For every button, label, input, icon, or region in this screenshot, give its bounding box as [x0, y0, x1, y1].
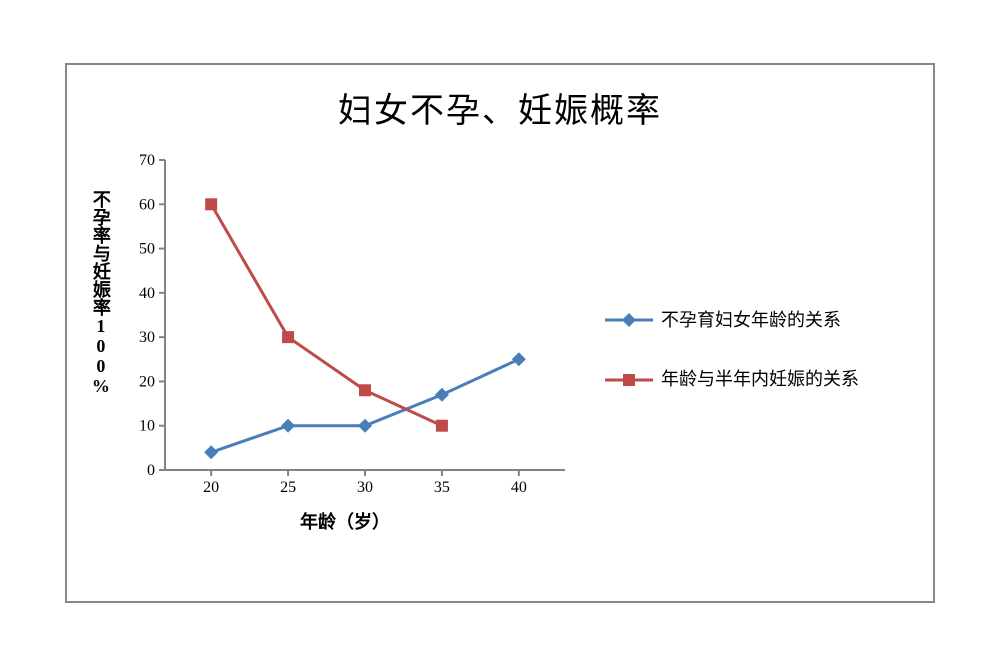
svg-text:30: 30	[139, 329, 155, 346]
svg-text:60: 60	[139, 196, 155, 213]
svg-text:0: 0	[147, 462, 155, 479]
svg-text:35: 35	[434, 479, 450, 496]
plot-area: 0 10 20 30 40 50 60 70 20 25 30 35 40	[115, 150, 575, 500]
chart-frame: 妇女不孕、妊娠概率 不孕率与妊娠率100% 0 10 20 30 40 50 60 70 20 2…	[65, 63, 935, 603]
svg-text:30: 30	[357, 479, 373, 496]
x-axis-label: 年龄（岁）	[115, 508, 575, 534]
legend-item-1: 年龄与半年内妊娠的关系	[605, 368, 915, 391]
chart-body: 不孕率与妊娠率100% 0 10 20 30 40 50 60 70 20 25 30 35 40 年龄…	[85, 150, 915, 550]
plot-column: 0 10 20 30 40 50 60 70 20 25 30 35 40 年龄（岁）	[115, 150, 575, 550]
svg-text:40: 40	[139, 285, 155, 302]
svg-text:25: 25	[280, 479, 296, 496]
svg-text:10: 10	[139, 418, 155, 435]
legend-text-1: 年龄与半年内妊娠的关系	[661, 368, 859, 391]
svg-text:20: 20	[203, 479, 219, 496]
legend-swatch-1	[605, 369, 653, 391]
svg-text:70: 70	[139, 152, 155, 169]
y-axis-label-column: 不孕率与妊娠率100%	[85, 150, 115, 550]
y-axis-label: 不孕率与妊娠率100%	[90, 190, 110, 396]
legend-text-0: 不孕育妇女年龄的关系	[661, 309, 841, 332]
legend-swatch-0	[605, 309, 653, 331]
svg-text:40: 40	[511, 479, 527, 496]
svg-text:50: 50	[139, 241, 155, 258]
chart-title: 妇女不孕、妊娠概率	[85, 83, 915, 132]
legend-item-0: 不孕育妇女年龄的关系	[605, 309, 915, 332]
legend: 不孕育妇女年龄的关系 年龄与半年内妊娠的关系	[575, 150, 915, 550]
svg-text:20: 20	[139, 373, 155, 390]
